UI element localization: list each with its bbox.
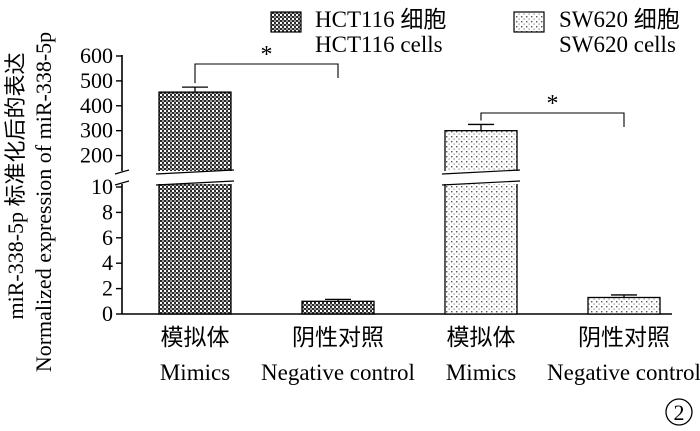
- axis-break-marks: [114, 169, 521, 186]
- panel-label-circle: [665, 398, 693, 426]
- significance-markers: **: [194, 42, 625, 127]
- significance-bracket: [480, 112, 625, 127]
- y-tick-label: 6: [102, 225, 113, 250]
- category-label-en: Negative control: [547, 360, 700, 385]
- legend-swatch: [513, 11, 545, 33]
- break-line: [155, 180, 235, 186]
- legend-label-zh: SW620 细胞: [559, 7, 680, 32]
- significance-star: *: [547, 91, 559, 117]
- category-label-zh: 模拟体: [161, 325, 230, 350]
- significance-bracket: [194, 63, 339, 84]
- y-tick-label: 500: [80, 68, 113, 93]
- y-tick-label: 400: [80, 93, 113, 118]
- y-tick-label: 0: [102, 301, 113, 326]
- category-label-zh: 阴性对照: [578, 325, 670, 350]
- category-label-zh: 模拟体: [447, 325, 516, 350]
- bar: [301, 300, 375, 315]
- bar: [587, 296, 661, 315]
- y-axis-label-en: Normalized expression of miR-338-5p: [31, 32, 56, 372]
- y-tick-label: 300: [80, 118, 113, 143]
- break-gap: [116, 171, 128, 184]
- break-line: [155, 169, 235, 175]
- y-tick-label: 2: [102, 276, 113, 301]
- panel-label-text: 2: [674, 400, 685, 425]
- category-label-en: Mimics: [160, 360, 230, 385]
- category-labels: 模拟体 Mimics 阴性对照 Negative control 模拟体 Mimics 阴性…: [160, 325, 700, 385]
- y-axis-label-zh: miR-338-5p 标准化后的表达: [3, 52, 28, 319]
- category-label-en: Mimics: [446, 360, 516, 385]
- legend-label-en: SW620 cells: [559, 32, 676, 57]
- break-line: [114, 169, 130, 175]
- legend-label-zh: HCT116 细胞: [315, 7, 446, 32]
- error-bars: [182, 86, 637, 302]
- y-tick-label: 4: [102, 250, 113, 275]
- y-tick-label: 10: [91, 174, 113, 199]
- category-label-en: Negative control: [261, 360, 415, 385]
- break-line: [114, 180, 130, 186]
- legend-label-en: HCT116 cells: [315, 32, 443, 57]
- y-axis-label: miR-338-5p 标准化后的表达 Normalized expression…: [3, 32, 56, 372]
- bar: [444, 130, 518, 315]
- bar: [158, 91, 232, 315]
- panel-label: 2: [665, 398, 693, 426]
- bars: [158, 91, 661, 315]
- y-tick-label: 200: [80, 143, 113, 168]
- y-tick-label: 600: [80, 43, 113, 68]
- break-line: [441, 169, 521, 175]
- y-tick-label: 8: [102, 199, 113, 224]
- break-gap: [443, 171, 519, 184]
- break-line: [441, 180, 521, 186]
- category-label-zh: 阴性对照: [292, 325, 384, 350]
- break-gap: [157, 171, 233, 184]
- legend-swatch: [270, 11, 302, 33]
- significance-star: *: [261, 42, 273, 68]
